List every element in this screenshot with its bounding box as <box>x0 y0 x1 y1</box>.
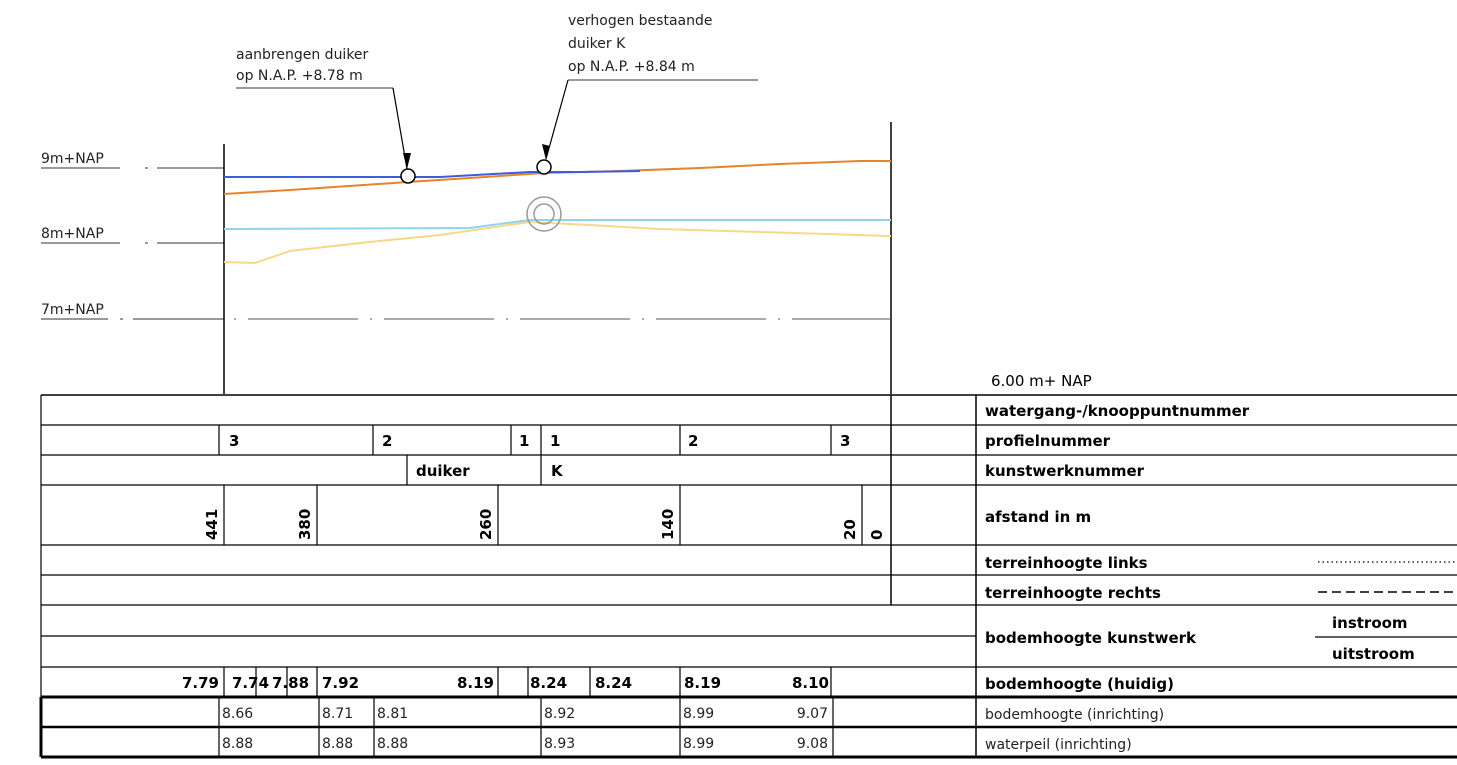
afstand-value: 380 <box>296 509 314 540</box>
reference-level-label: 6.00 m+ NAP <box>991 372 1092 390</box>
row-label-terrein-rechts: terreinhoogte rechts <box>985 584 1161 602</box>
huidig-value: 7.88 <box>272 674 309 692</box>
annotation-duiker-new-arrow <box>403 153 411 169</box>
profiel-value: 1 <box>550 432 560 450</box>
row-label-waterpeil: waterpeil (inrichting) <box>985 737 1132 753</box>
duiker-new-marker <box>400 168 416 184</box>
inrichting-value: 8.92 <box>544 706 575 722</box>
row-label-uitstroom: uitstroom <box>1332 645 1415 663</box>
inrichting-value: 8.99 <box>683 706 714 722</box>
kunstwerk-value: K <box>551 462 564 480</box>
huidig-value: 7.79 <box>182 674 219 692</box>
row-label-profiel: profielnummer <box>985 432 1111 450</box>
huidig-value: 7.74 <box>232 674 269 692</box>
level-label-7m: 7m+NAP <box>41 302 104 318</box>
annotation-duiker-k-leader <box>545 79 569 160</box>
row-label-bodem-kunstwerk: bodemhoogte kunstwerk <box>985 629 1197 647</box>
row-label-afstand: afstand in m <box>985 508 1091 526</box>
row-label-watergang: watergang-/knooppuntnummer <box>985 402 1250 420</box>
terrein-line <box>223 220 892 265</box>
inrichting-value: 9.07 <box>797 706 828 722</box>
waterpeil-value: 9.08 <box>797 736 828 752</box>
profiel-value: 1 <box>519 432 529 450</box>
row-label-kunstwerk: kunstwerknummer <box>985 462 1145 480</box>
afstand-value: 260 <box>477 509 495 540</box>
profiel-value: 2 <box>382 432 392 450</box>
huidig-value: 8.19 <box>684 674 721 692</box>
row-label-instroom: instroom <box>1332 614 1408 632</box>
annotation-duiker-k-line3: op N.A.P. +8.84 m <box>568 59 695 75</box>
annotation-duiker-k-line1: verhogen bestaande <box>568 13 712 29</box>
culvert-outer-circle <box>526 196 562 232</box>
inrichting-value: 8.66 <box>222 706 253 722</box>
annotation-duiker-new-line2: op N.A.P. +8.78 m <box>236 68 363 84</box>
profiel-value: 3 <box>840 432 850 450</box>
annotation-duiker-k-arrow <box>542 144 550 160</box>
duiker-k-marker <box>536 159 552 175</box>
row-label-bodem-huidig: bodemhoogte (huidig) <box>985 675 1174 693</box>
afstand-value: 0 <box>868 530 886 540</box>
waterpeil-value: 8.99 <box>683 736 714 752</box>
afstand-value: 441 <box>203 509 221 540</box>
profiel-value: 2 <box>688 432 698 450</box>
inrichting-value: 8.81 <box>377 706 408 722</box>
bodem-huidig-line <box>223 219 891 230</box>
culvert-inner-circle <box>533 203 555 225</box>
row-label-bodem-inrichting: bodemhoogte (inrichting) <box>985 707 1164 723</box>
afstand-value: 140 <box>659 509 677 540</box>
level-label-9m: 9m+NAP <box>41 151 104 167</box>
waterpeil-value: 8.88 <box>222 736 253 752</box>
inrichting-value: 8.71 <box>322 706 353 722</box>
huidig-value: 8.10 <box>792 674 829 692</box>
huidig-value: 8.24 <box>530 674 567 692</box>
level-label-8m: 8m+NAP <box>41 226 104 242</box>
waterpeil-value: 8.93 <box>544 736 575 752</box>
profiel-value: 3 <box>229 432 239 450</box>
waterpeil-value: 8.88 <box>322 736 353 752</box>
row-label-terrein-links: terreinhoogte links <box>985 554 1148 572</box>
waterpeil-line <box>224 170 641 178</box>
huidig-value: 7.92 <box>322 674 359 692</box>
kunstwerk-value: duiker <box>416 462 470 480</box>
afstand-value: 20 <box>841 519 859 540</box>
waterpeil-value: 8.88 <box>377 736 408 752</box>
huidig-value: 8.24 <box>595 674 632 692</box>
annotation-duiker-k-line2: duiker K <box>568 36 626 52</box>
annotation-duiker-new-line1: aanbrengen duiker <box>236 47 369 63</box>
huidig-value: 8.19 <box>457 674 494 692</box>
